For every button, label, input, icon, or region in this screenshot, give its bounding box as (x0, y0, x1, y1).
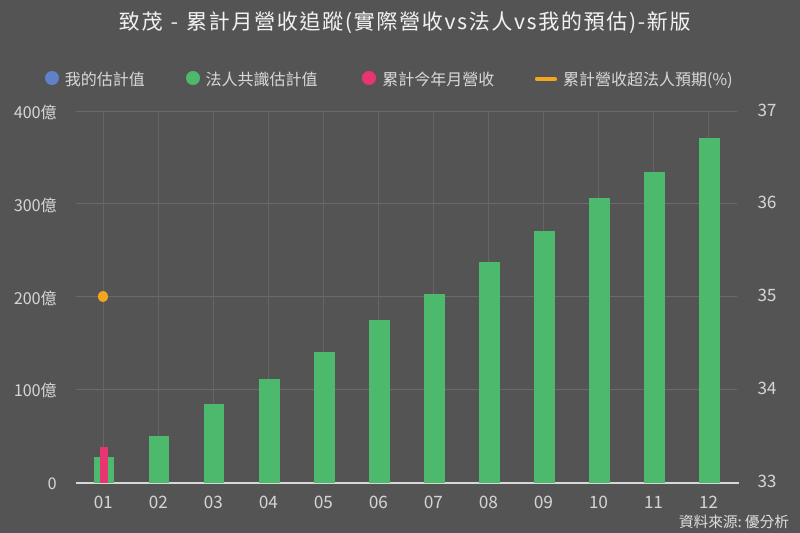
x-tick-label: 06 (368, 488, 388, 513)
y-left-tick-label: 100億 (13, 377, 57, 402)
legend-item-consensus[interactable]: 法人共識估計值 (185, 66, 318, 90)
y-left-tick-label: 300億 (13, 191, 57, 216)
x-tick-label: 10 (588, 488, 608, 513)
bar-累計今年月營收[interactable] (100, 447, 109, 484)
legend-label: 我的估計值 (64, 66, 145, 90)
source-note: 資料來源: 優分析 (678, 511, 789, 532)
y-left-tick-label: 400億 (13, 99, 57, 123)
legend-item-actual-revenue[interactable]: 累計今年月營收 (362, 66, 494, 90)
legend-label: 累計今年月營收 (382, 66, 495, 90)
legend-label: 累計營收超法人預期(%) (563, 66, 733, 90)
v-gridline (157, 111, 159, 482)
v-gridline (322, 111, 324, 482)
bar-法人共識估計值[interactable] (699, 137, 720, 484)
h-gridline (75, 203, 737, 205)
bar-法人共識估計值[interactable] (259, 378, 280, 484)
x-tick-label: 01 (93, 488, 113, 513)
bar-法人共識估計值[interactable] (424, 293, 445, 484)
bar-法人共識估計值[interactable] (369, 320, 390, 484)
y-right-tick-label: 37 (757, 95, 777, 121)
h-gridline (75, 296, 737, 297)
h-gridline (75, 110, 737, 112)
x-tick-label: 12 (698, 488, 718, 513)
legend-item-my-estimate[interactable]: 我的估計值 (44, 66, 145, 90)
x-tick-label: 04 (258, 488, 278, 513)
x-tick-label: 07 (423, 488, 443, 513)
bar-法人共識估計值[interactable] (534, 231, 555, 484)
x-tick-label: 03 (203, 488, 223, 513)
bar-法人共識估計值[interactable] (148, 435, 170, 484)
h-gridline (75, 388, 737, 390)
y-right-tick-label: 36 (757, 188, 777, 214)
bar-法人共識估計值[interactable] (314, 351, 335, 484)
legend-marker-orange-line-icon (535, 77, 557, 81)
y-right-tick-label: 34 (757, 373, 777, 399)
bar-法人共識估計值[interactable] (644, 172, 665, 484)
y-right-tick-label: 33 (757, 466, 777, 492)
legend-marker-green-circle-icon (185, 71, 200, 85)
v-gridline (377, 111, 379, 482)
x-tick-label: 05 (313, 488, 333, 513)
v-gridline (212, 111, 214, 482)
bar-法人共識估計值[interactable] (479, 261, 500, 484)
bar-法人共識估計值[interactable] (203, 404, 225, 484)
x-tick-label: 08 (478, 488, 498, 513)
legend-marker-pink-circle-icon (362, 71, 377, 85)
y-left-tick-label: 200億 (13, 284, 57, 309)
legend-marker-blue-circle-icon (44, 71, 59, 85)
x-tick-label: 02 (148, 488, 168, 513)
bar-法人共識估計值[interactable] (589, 198, 610, 484)
y-left-tick-label: 0 (47, 470, 57, 494)
v-gridline (267, 111, 269, 482)
legend-label: 法人共識估計值 (205, 66, 318, 90)
chart-title: 致茂 - 累計月營收追蹤(實際營收vs法人vs我的預估)-新版 (118, 6, 693, 36)
x-tick-label: 11 (643, 488, 663, 513)
legend-item-surprise-pct[interactable]: 累計營收超法人預期(%) (535, 66, 733, 90)
point-累計營收超法人預期(%)[interactable] (97, 291, 109, 302)
x-tick-label: 09 (533, 488, 553, 513)
x-axis-line (75, 481, 739, 484)
y-right-tick-label: 35 (757, 281, 777, 307)
